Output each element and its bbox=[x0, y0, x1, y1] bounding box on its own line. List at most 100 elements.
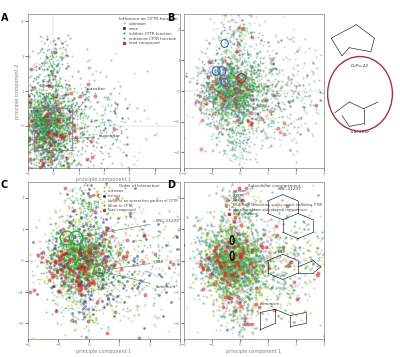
Point bbox=[234, 80, 241, 86]
Point bbox=[228, 127, 235, 132]
Point bbox=[65, 278, 71, 284]
Point bbox=[235, 258, 242, 263]
Point bbox=[252, 270, 258, 276]
Point bbox=[126, 202, 133, 207]
Point bbox=[215, 61, 222, 66]
Point bbox=[212, 59, 218, 64]
Point bbox=[220, 98, 227, 104]
Point bbox=[232, 99, 238, 105]
Point bbox=[207, 279, 214, 285]
Point bbox=[64, 294, 70, 300]
Point bbox=[98, 241, 104, 247]
Point bbox=[224, 238, 230, 244]
Point bbox=[211, 252, 217, 258]
Point bbox=[257, 58, 264, 64]
Point bbox=[40, 103, 46, 109]
Point bbox=[234, 259, 240, 265]
Point bbox=[192, 215, 199, 220]
Point bbox=[224, 102, 230, 107]
Point bbox=[231, 260, 237, 265]
Point bbox=[15, 146, 22, 152]
Point bbox=[61, 282, 67, 287]
Point bbox=[67, 258, 73, 263]
Point bbox=[62, 197, 68, 203]
Point bbox=[213, 249, 219, 255]
Point bbox=[71, 245, 77, 251]
Point bbox=[246, 111, 253, 116]
Point bbox=[253, 276, 260, 281]
Point bbox=[41, 94, 48, 100]
Point bbox=[23, 107, 29, 113]
Point bbox=[31, 104, 38, 109]
Point bbox=[92, 123, 99, 129]
Point bbox=[71, 241, 78, 246]
Point bbox=[42, 120, 48, 125]
Point bbox=[233, 209, 240, 215]
Point bbox=[58, 253, 65, 258]
Point bbox=[253, 243, 260, 249]
Point bbox=[52, 103, 58, 109]
Point bbox=[61, 119, 67, 125]
Point bbox=[252, 263, 258, 269]
Point bbox=[228, 227, 234, 233]
Point bbox=[247, 240, 254, 246]
Point bbox=[67, 269, 74, 275]
Point bbox=[238, 89, 244, 95]
Point bbox=[216, 94, 222, 99]
Point bbox=[40, 249, 47, 255]
Point bbox=[231, 66, 238, 71]
Point bbox=[11, 120, 17, 125]
Point bbox=[103, 180, 109, 186]
Point bbox=[232, 95, 238, 100]
Point bbox=[82, 242, 89, 248]
Point bbox=[347, 214, 354, 220]
Point bbox=[120, 253, 126, 259]
Point bbox=[30, 64, 37, 69]
Point bbox=[32, 60, 39, 66]
Point bbox=[90, 259, 96, 265]
Point bbox=[52, 41, 58, 47]
Point bbox=[225, 104, 232, 110]
Point bbox=[38, 276, 45, 282]
Point bbox=[219, 262, 226, 268]
Point bbox=[38, 118, 45, 124]
Point bbox=[238, 315, 244, 320]
Point bbox=[263, 268, 270, 273]
Point bbox=[51, 131, 58, 137]
Point bbox=[208, 113, 214, 119]
Text: NNC-11237: NNC-11237 bbox=[74, 219, 180, 237]
Point bbox=[220, 71, 226, 77]
Point bbox=[218, 275, 224, 281]
Point bbox=[65, 247, 72, 253]
Point bbox=[51, 104, 58, 110]
Point bbox=[230, 231, 237, 237]
Point bbox=[77, 270, 83, 275]
Point bbox=[73, 301, 79, 307]
Point bbox=[151, 258, 158, 263]
Point bbox=[28, 160, 34, 165]
Point bbox=[236, 266, 242, 272]
Point bbox=[259, 268, 266, 274]
Point bbox=[211, 86, 217, 92]
Point bbox=[248, 65, 254, 70]
Point bbox=[92, 238, 99, 244]
Point bbox=[34, 108, 41, 114]
Point bbox=[234, 292, 240, 298]
Point bbox=[219, 58, 226, 64]
Point bbox=[73, 326, 79, 332]
Point bbox=[226, 95, 232, 101]
Point bbox=[72, 255, 78, 261]
Point bbox=[249, 242, 256, 247]
Point bbox=[68, 119, 75, 125]
Point bbox=[62, 257, 69, 262]
Point bbox=[195, 217, 201, 223]
Point bbox=[65, 95, 72, 101]
Point bbox=[122, 213, 129, 218]
Point bbox=[101, 250, 108, 255]
Point bbox=[298, 114, 304, 120]
Point bbox=[194, 65, 201, 70]
Point bbox=[30, 239, 36, 245]
Point bbox=[234, 219, 240, 225]
Point bbox=[276, 258, 283, 263]
Point bbox=[40, 49, 46, 55]
